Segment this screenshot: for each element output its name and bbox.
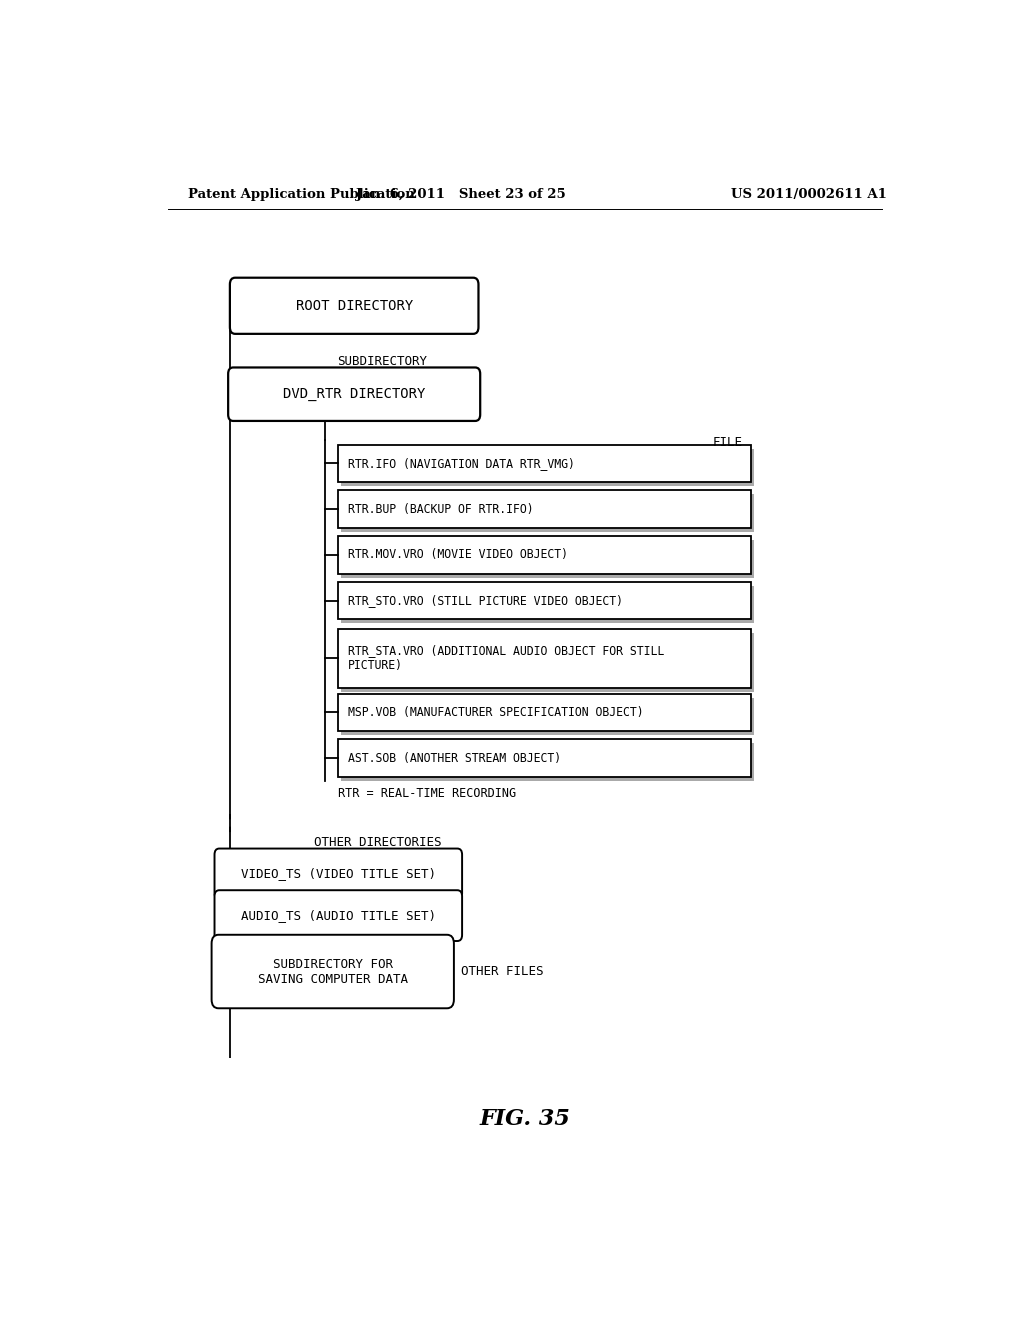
Bar [341,634,754,692]
Bar [338,445,751,482]
Text: FILE: FILE [712,437,742,450]
Text: AST.SOB (ANOTHER STREAM OBJECT): AST.SOB (ANOTHER STREAM OBJECT) [348,751,561,764]
Bar [338,630,751,688]
Text: Patent Application Publication: Patent Application Publication [187,189,415,202]
Text: US 2011/0002611 A1: US 2011/0002611 A1 [731,189,887,202]
Bar [341,743,754,781]
FancyBboxPatch shape [228,367,480,421]
Text: SUBDIRECTORY: SUBDIRECTORY [337,355,427,368]
Text: RTR.IFO (NAVIGATION DATA RTR_VMG): RTR.IFO (NAVIGATION DATA RTR_VMG) [348,457,574,470]
FancyBboxPatch shape [212,935,454,1008]
Text: AUDIO_TS (AUDIO TITLE SET): AUDIO_TS (AUDIO TITLE SET) [241,909,436,923]
Text: ROOT DIRECTORY: ROOT DIRECTORY [296,298,413,313]
Bar [338,693,751,731]
Text: RTR_STA.VRO (ADDITIONAL AUDIO OBJECT FOR STILL
PICTURE): RTR_STA.VRO (ADDITIONAL AUDIO OBJECT FOR… [348,644,665,672]
FancyBboxPatch shape [214,890,462,941]
Text: FIG. 35: FIG. 35 [479,1107,570,1130]
Bar [338,536,751,574]
FancyBboxPatch shape [214,849,462,899]
Text: RTR.BUP (BACKUP OF RTR.IFO): RTR.BUP (BACKUP OF RTR.IFO) [348,503,534,516]
Bar [341,494,754,532]
Bar [338,490,751,528]
Bar [338,739,751,777]
Bar [341,586,754,623]
Text: SUBDIRECTORY FOR
SAVING COMPUTER DATA: SUBDIRECTORY FOR SAVING COMPUTER DATA [258,957,408,986]
Text: MSP.VOB (MANUFACTURER SPECIFICATION OBJECT): MSP.VOB (MANUFACTURER SPECIFICATION OBJE… [348,706,643,719]
FancyBboxPatch shape [229,277,478,334]
Text: DVD_RTR DIRECTORY: DVD_RTR DIRECTORY [283,387,425,401]
Text: Jan. 6, 2011   Sheet 23 of 25: Jan. 6, 2011 Sheet 23 of 25 [356,189,566,202]
Text: RTR.MOV.VRO (MOVIE VIDEO OBJECT): RTR.MOV.VRO (MOVIE VIDEO OBJECT) [348,548,568,561]
Text: OTHER DIRECTORIES: OTHER DIRECTORIES [314,836,441,849]
Bar [338,582,751,619]
Bar [341,540,754,578]
Text: RTR = REAL-TIME RECORDING: RTR = REAL-TIME RECORDING [338,787,516,800]
Text: RTR_STO.VRO (STILL PICTURE VIDEO OBJECT): RTR_STO.VRO (STILL PICTURE VIDEO OBJECT) [348,594,623,607]
Text: OTHER FILES: OTHER FILES [461,965,544,978]
Bar [341,449,754,486]
Bar [341,697,754,735]
Text: VIDEO_TS (VIDEO TITLE SET): VIDEO_TS (VIDEO TITLE SET) [241,867,436,880]
